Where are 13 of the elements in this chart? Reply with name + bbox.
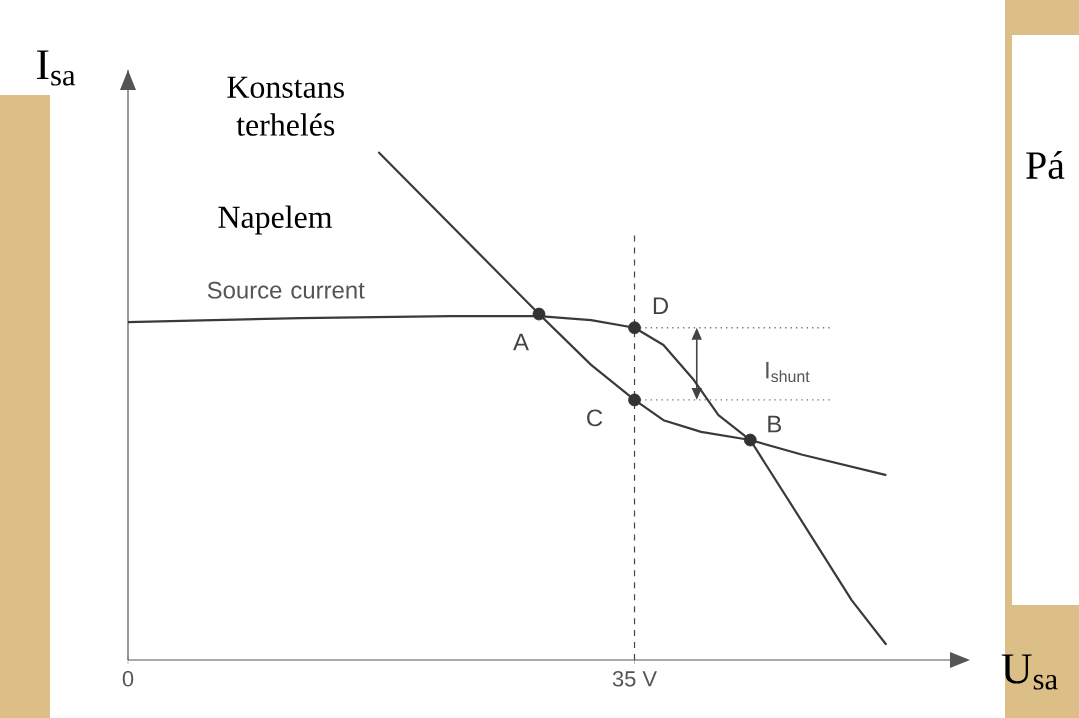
x-axis-title: U$_{sa}$ xyxy=(1001,654,1058,690)
x-tick-label: 0 xyxy=(122,671,134,687)
y-axis-title: I$_{sa}$ xyxy=(37,50,76,86)
annotation: I$_{shunt}$ xyxy=(766,361,810,383)
series-label: Konstans terhelés xyxy=(227,76,344,136)
annotation: D xyxy=(653,297,669,314)
annotation: Napelem xyxy=(218,205,333,235)
annotation: A xyxy=(513,333,529,351)
annotation: B xyxy=(768,415,782,433)
series-label: Source current xyxy=(207,281,365,299)
annotation: C xyxy=(587,409,603,427)
x-tick-label: 35 V xyxy=(612,671,657,687)
text: Pá xyxy=(1026,150,1065,180)
